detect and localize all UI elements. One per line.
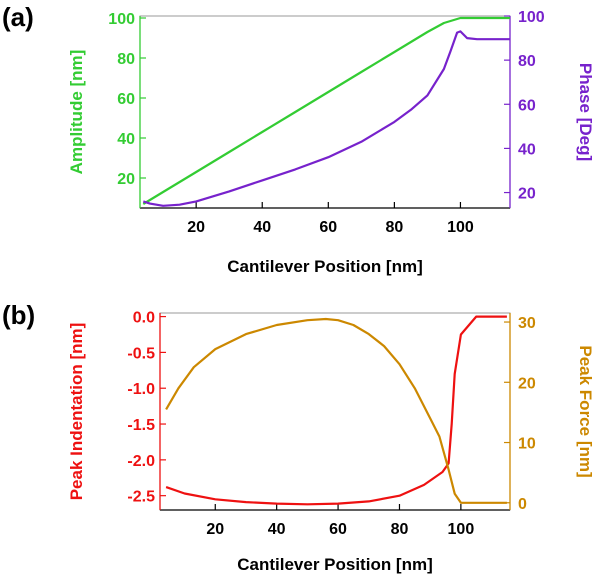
right-tick-label: 80 xyxy=(518,53,536,70)
right-tick-label: 40 xyxy=(518,141,536,158)
x-tick-label: 80 xyxy=(391,521,409,538)
panel-label: (a) xyxy=(2,2,34,32)
x-tick-label: 40 xyxy=(253,219,271,236)
series-line-right xyxy=(165,317,507,504)
series-line-left xyxy=(142,16,510,205)
left-tick-label: 20 xyxy=(117,171,135,188)
left-tick-label: -1.5 xyxy=(127,417,155,434)
x-tick-label: 100 xyxy=(448,521,475,538)
right-axis-title: Phase [Deg] xyxy=(576,63,595,161)
panel-a: (a) 20 40 60 80 100 Cantilever Position [nm] 20… xyxy=(2,2,595,276)
right-tick-label: 20 xyxy=(518,375,536,392)
left-axis-title: Peak Indentation [nm] xyxy=(67,323,86,501)
right-tick-label: 0 xyxy=(518,496,527,513)
x-tick-label: 100 xyxy=(447,219,474,236)
right-tick-label: 10 xyxy=(518,436,536,453)
x-tick-label: 60 xyxy=(319,219,337,236)
x-tick-label: 80 xyxy=(385,219,403,236)
x-tick-label: 40 xyxy=(268,521,286,538)
right-tick-label: 100 xyxy=(518,9,545,26)
x-axis-title: Cantilever Position [nm] xyxy=(237,555,433,574)
series-line-right xyxy=(142,30,510,207)
left-axis-title: Amplitude [nm] xyxy=(67,50,86,175)
left-tick-label: 100 xyxy=(108,11,135,28)
x-tick-label: 60 xyxy=(329,521,347,538)
panel-label: (b) xyxy=(2,300,35,330)
left-tick-label: 0.0 xyxy=(133,310,155,327)
plot-frame xyxy=(139,15,511,209)
left-tick-label: -1.0 xyxy=(127,381,155,398)
left-tick-label: 40 xyxy=(117,131,135,148)
left-tick-label: -2.0 xyxy=(127,453,155,470)
left-tick-label: 60 xyxy=(117,91,135,108)
plot-frame xyxy=(159,312,511,511)
left-tick-label: 80 xyxy=(117,51,135,68)
series-line-left xyxy=(165,315,507,506)
right-axis-title: Peak Force [nm] xyxy=(576,345,595,477)
left-tick-label: -0.5 xyxy=(127,345,155,362)
x-tick-label: 20 xyxy=(206,521,224,538)
x-tick-label: 20 xyxy=(187,219,205,236)
right-tick-label: 60 xyxy=(518,97,536,114)
right-tick-label: 20 xyxy=(518,186,536,203)
left-tick-label: -2.5 xyxy=(127,489,155,506)
right-tick-label: 30 xyxy=(518,315,536,332)
x-axis-title: Cantilever Position [nm] xyxy=(227,257,423,276)
